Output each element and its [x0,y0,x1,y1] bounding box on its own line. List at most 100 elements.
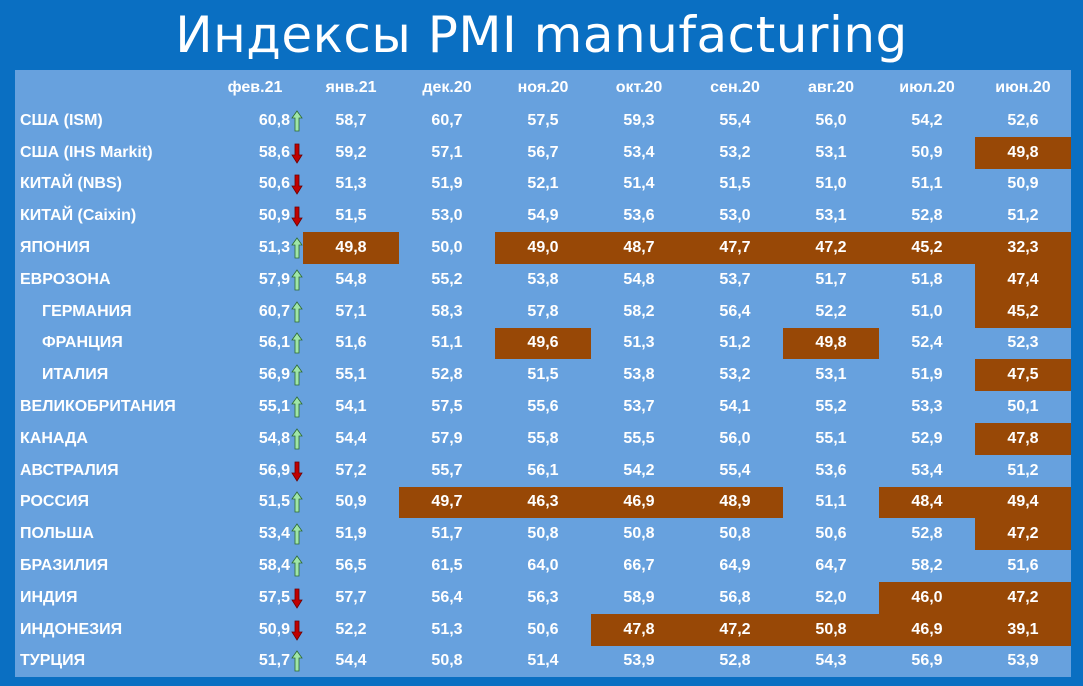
value-text: 46,3 [527,493,559,511]
value-text: 53,7 [719,270,751,288]
table-row: ВЕЛИКОБРИТАНИЯ 55,1 54,1 57,5 55,6 53,7 54,1 55… [15,391,1071,423]
value-text: 51,4 [527,652,559,670]
value-text: 55,2 [815,398,847,416]
table-row: РОССИЯ 51,5 50,9 49,7 46,3 46,9 48,9 51,1 48,4 49… [15,486,1071,519]
value-cell: 56,9 [879,646,975,678]
value-text: 59,3 [623,111,655,129]
value-text: 54,9 [527,207,559,225]
value-cell: 53,8 [591,359,687,391]
value-text: 56,3 [527,588,559,606]
value-cell: 49,8 [303,232,399,264]
value-cell: 57,1 [303,296,399,328]
arrow-up-icon [291,650,303,672]
value-text: 64,7 [815,557,847,575]
current-value-cell: 56,9 [207,359,303,391]
table-row: КИТАЙ (NBS) 50,6 51,3 51,9 52,1 51,4 51,5 51,0 5… [15,169,1071,201]
value-text: 56,1 [527,461,559,479]
current-value-wrap: 58,6 [213,142,303,164]
value-text: 60,8 [258,111,290,129]
column-header: ноя.20 [517,78,569,96]
value-text: 51,0 [911,302,943,320]
value-text: 51,3 [258,239,290,257]
value-cell: 52,8 [687,646,783,678]
table-row: ТУРЦИЯ 51,7 54,4 50,8 51,4 53,9 52,8 54,3 56,9 53… [15,646,1071,678]
table-row: ГЕРМАНИЯ 60,7 57,1 58,3 57,8 58,2 56,4 52,2 51,0… [15,295,1071,328]
value-text: 53,6 [623,207,655,225]
value-cell: 48,9 [687,486,783,519]
value-cell: 51,0 [783,169,879,201]
arrow-up-icon [291,269,303,291]
value-text: 55,6 [527,398,559,416]
value-text: 55,8 [527,429,559,447]
value-text: 54,8 [623,270,655,288]
value-cell: 55,4 [687,105,783,137]
column-header: дек.20 [422,78,472,96]
value-text: 56,7 [527,143,559,161]
current-value-cell: 54,8 [207,423,303,455]
value-cell: 45,2 [975,295,1071,328]
current-value-wrap: 56,9 [213,460,303,482]
value-text: 52,6 [1007,111,1039,129]
table-row: БРАЗИЛИЯ 58,4 56,5 61,5 64,0 66,7 64,9 64,7 58,2… [15,550,1071,582]
row-label: ВЕЛИКОБРИТАНИЯ [20,398,176,416]
value-cell: 53,4 [591,137,687,169]
value-cell: 61,5 [399,550,495,582]
value-cell: 56,0 [783,105,879,137]
value-cell: 46,9 [879,613,975,646]
value-cell: 51,5 [687,169,783,201]
value-text: 52,8 [431,366,463,384]
value-text: 53,6 [815,461,847,479]
row-label: ПОЛЬША [20,525,94,543]
table-row: США (IHS Markit) 58,6 59,2 57,1 56,7 53,4 53,2… [15,136,1071,169]
page-title: Индексы PMI manufacturing [175,6,908,64]
value-text: 50,6 [258,175,290,193]
value-text: 51,5 [258,493,290,511]
arrow-up-icon [291,364,303,386]
value-cell: 52,2 [783,296,879,328]
value-text: 52,2 [335,620,367,638]
current-value-cell: 51,3 [207,232,303,264]
value-cell: 54,4 [303,646,399,678]
value-text: 51,1 [815,493,847,511]
value-text: 49,8 [1007,143,1039,161]
value-text: 54,8 [258,429,290,447]
row-label: ТУРЦИЯ [20,652,86,670]
value-cell: 47,2 [783,232,879,264]
value-text: 61,5 [431,557,463,575]
value-cell: 49,4 [975,486,1071,519]
value-cell: 50,6 [495,614,591,646]
value-text: 53,0 [719,207,751,225]
table-row: АВСТРАЛИЯ 56,9 57,2 55,7 56,1 54,2 55,4 53,6 53,… [15,455,1071,487]
row-label: ЯПОНИЯ [20,239,90,257]
value-cell: 56,4 [687,296,783,328]
value-cell: 64,7 [783,550,879,582]
value-text: 50,8 [623,525,655,543]
value-text: 53,9 [623,652,655,670]
value-cell: 53,4 [879,455,975,487]
row-label: ЕВРОЗОНА [20,270,111,288]
value-cell: 39,1 [975,613,1071,646]
value-text: 54,8 [335,270,367,288]
value-cell: 51,1 [879,169,975,201]
value-text: 49,8 [815,334,847,352]
column-header: июн.20 [995,78,1051,96]
table-row: КИТАЙ (Caixin) 50,9 51,5 53,0 54,9 53,6 53,0 53… [15,200,1071,232]
value-text: 55,7 [431,461,463,479]
value-cell: 50,8 [687,518,783,550]
current-value-cell: 50,6 [207,169,303,201]
value-cell: 53,2 [687,137,783,169]
value-text: 54,1 [335,398,367,416]
value-cell: 51,3 [303,169,399,201]
arrow-up-icon [291,332,303,354]
value-text: 56,0 [719,429,751,447]
value-text: 54,4 [335,652,367,670]
value-cell: 52,4 [879,328,975,360]
value-cell: 46,0 [879,581,975,614]
value-text: 32,3 [1007,239,1039,257]
table-row: ИНДОНЕЗИЯ 50,9 52,2 51,3 50,6 47,8 47,2 50,8 46,… [15,613,1071,646]
value-cell: 51,3 [591,328,687,360]
value-text: 51,1 [431,334,463,352]
value-text: 50,8 [815,620,847,638]
current-value-cell: 57,9 [207,264,303,296]
value-cell: 50,6 [783,518,879,550]
